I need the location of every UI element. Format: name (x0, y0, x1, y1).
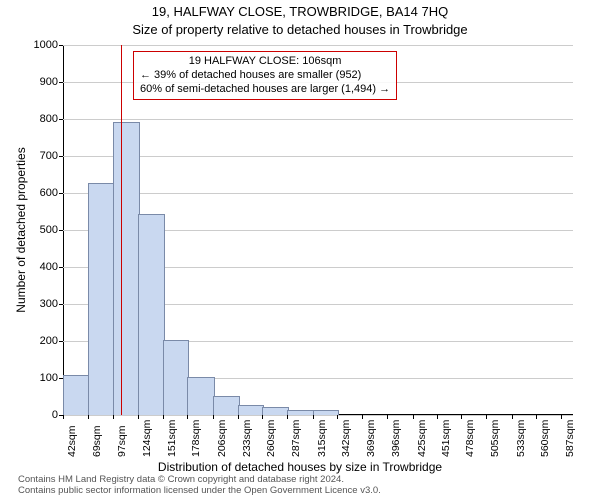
x-tick-label: 425sqm (416, 420, 428, 457)
y-tick-mark (59, 230, 63, 231)
annotation-line: ← 39% of detached houses are smaller (95… (140, 69, 390, 83)
y-tick-mark (59, 267, 63, 268)
chart-container: 19, HALFWAY CLOSE, TROWBRIDGE, BA14 7HQ … (0, 0, 600, 500)
y-tick-label: 600 (40, 187, 58, 199)
page-subtitle: Size of property relative to detached ho… (0, 22, 600, 37)
x-tick-mark (238, 415, 239, 419)
histogram-bar (113, 122, 140, 415)
grid-line (63, 415, 573, 416)
x-tick-mark (138, 415, 139, 419)
x-tick-mark (486, 415, 487, 419)
x-tick-label: 560sqm (539, 420, 551, 457)
annotation-line: 60% of semi-detached houses are larger (… (140, 83, 390, 97)
y-tick-mark (59, 304, 63, 305)
x-tick-label: 69sqm (91, 425, 103, 457)
y-tick-label: 500 (40, 224, 58, 236)
x-tick-mark (437, 415, 438, 419)
y-tick-label: 400 (40, 261, 58, 273)
x-tick-mark (187, 415, 188, 419)
y-tick-label: 100 (40, 372, 58, 384)
x-tick-label: 97sqm (116, 425, 128, 457)
histogram-bar (187, 377, 215, 415)
histogram-bar (238, 405, 265, 415)
annotation-line: 19 HALFWAY CLOSE: 106sqm (140, 55, 390, 69)
y-tick-mark (59, 119, 63, 120)
x-tick-mark (287, 415, 288, 419)
x-tick-mark (561, 415, 562, 419)
x-tick-label: 369sqm (365, 420, 377, 457)
x-tick-mark (362, 415, 363, 419)
histogram-bar (63, 375, 90, 415)
x-tick-mark (337, 415, 338, 419)
plot-area: 0100200300400500600700800900100042sqm69s… (63, 45, 573, 415)
x-tick-label: 260sqm (265, 420, 277, 457)
y-tick-mark (59, 341, 63, 342)
x-axis-label: Distribution of detached houses by size … (0, 460, 600, 474)
y-tick-label: 300 (40, 298, 58, 310)
x-tick-mark (262, 415, 263, 419)
x-tick-mark (113, 415, 114, 419)
y-tick-label: 900 (40, 76, 58, 88)
y-axis-label: Number of detached properties (14, 147, 28, 312)
y-tick-mark (59, 193, 63, 194)
histogram-bar (213, 396, 240, 416)
x-tick-label: 451sqm (440, 420, 452, 457)
x-tick-label: 505sqm (489, 420, 501, 457)
x-tick-label: 342sqm (340, 420, 352, 457)
y-tick-label: 200 (40, 335, 58, 347)
y-tick-mark (59, 45, 63, 46)
x-tick-label: 396sqm (390, 420, 402, 457)
x-tick-label: 206sqm (216, 420, 228, 457)
x-tick-label: 478sqm (464, 420, 476, 457)
x-tick-label: 315sqm (316, 420, 328, 457)
x-tick-mark (413, 415, 414, 419)
histogram-bar (313, 410, 340, 415)
x-tick-label: 151sqm (166, 420, 178, 457)
grid-line (63, 119, 573, 120)
x-tick-label: 124sqm (141, 420, 153, 457)
x-tick-mark (163, 415, 164, 419)
y-tick-mark (59, 82, 63, 83)
footer-attribution: Contains HM Land Registry data © Crown c… (18, 475, 381, 497)
x-tick-mark (461, 415, 462, 419)
histogram-bar (163, 340, 190, 415)
x-tick-mark (313, 415, 314, 419)
x-tick-mark (536, 415, 537, 419)
grid-line (63, 45, 573, 46)
histogram-bar (262, 407, 289, 415)
y-tick-label: 800 (40, 113, 58, 125)
histogram-bar (138, 214, 165, 415)
y-tick-label: 0 (52, 409, 58, 421)
annotation-box: 19 HALFWAY CLOSE: 106sqm← 39% of detache… (133, 51, 397, 100)
histogram-bar (287, 410, 315, 415)
x-tick-mark (213, 415, 214, 419)
reference-line (121, 45, 122, 415)
page-title: 19, HALFWAY CLOSE, TROWBRIDGE, BA14 7HQ (0, 4, 600, 19)
x-tick-label: 42sqm (66, 425, 78, 457)
y-tick-label: 700 (40, 150, 58, 162)
x-tick-mark (387, 415, 388, 419)
x-tick-label: 587sqm (564, 420, 576, 457)
x-tick-label: 533sqm (515, 420, 527, 457)
x-tick-label: 287sqm (290, 420, 302, 457)
y-tick-mark (59, 156, 63, 157)
x-tick-mark (512, 415, 513, 419)
footer-line-2: Contains public sector information licen… (18, 486, 381, 497)
histogram-bar (88, 183, 116, 415)
x-tick-label: 233sqm (241, 420, 253, 457)
x-tick-label: 178sqm (190, 420, 202, 457)
y-tick-label: 1000 (34, 39, 58, 51)
x-tick-mark (88, 415, 89, 419)
x-tick-mark (63, 415, 64, 419)
